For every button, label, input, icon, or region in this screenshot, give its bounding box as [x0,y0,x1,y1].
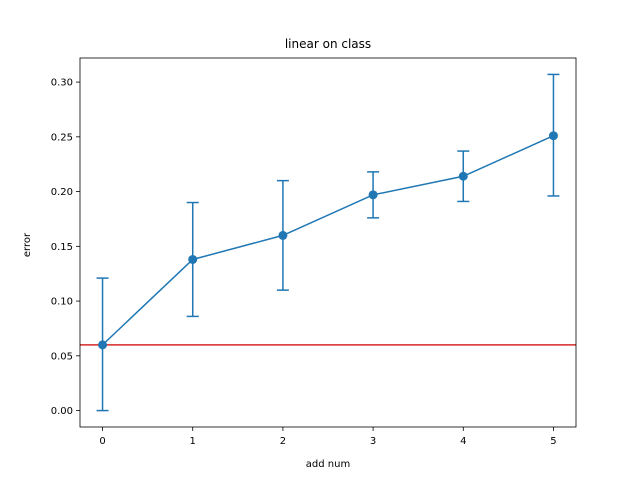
plot-area: 0 1 2 3 4 5 0.00 0.05 0.10 0.15 0.20 0.25 0.30 [51,57,577,447]
y-tick-label: 0.20 [51,187,73,198]
y-tick-label: 0.25 [51,132,73,143]
y-tick-label: 0.05 [51,351,73,362]
x-axis-label: add num [306,459,350,470]
data-point [458,171,468,181]
data-point [368,190,378,200]
x-tick-label: 5 [550,436,556,447]
axes-frame [79,57,577,428]
x-tick-label: 0 [99,436,105,447]
data-point [548,131,558,141]
y-tick-label: 0.30 [51,78,73,89]
chart-title: linear on class [285,37,371,51]
x-tick-label: 2 [280,436,286,447]
y-tick-label: 0.00 [51,406,73,417]
x-tick-label: 3 [370,436,376,447]
data-point [278,230,288,240]
x-tick-label: 4 [460,436,466,447]
y-tick-label: 0.15 [51,242,73,253]
series-line [102,135,554,346]
y-axis-label: error [22,232,33,257]
y-tick-label: 0.10 [51,297,73,308]
data-point [98,340,108,350]
x-tick-label: 1 [190,436,196,447]
data-point [188,254,198,264]
